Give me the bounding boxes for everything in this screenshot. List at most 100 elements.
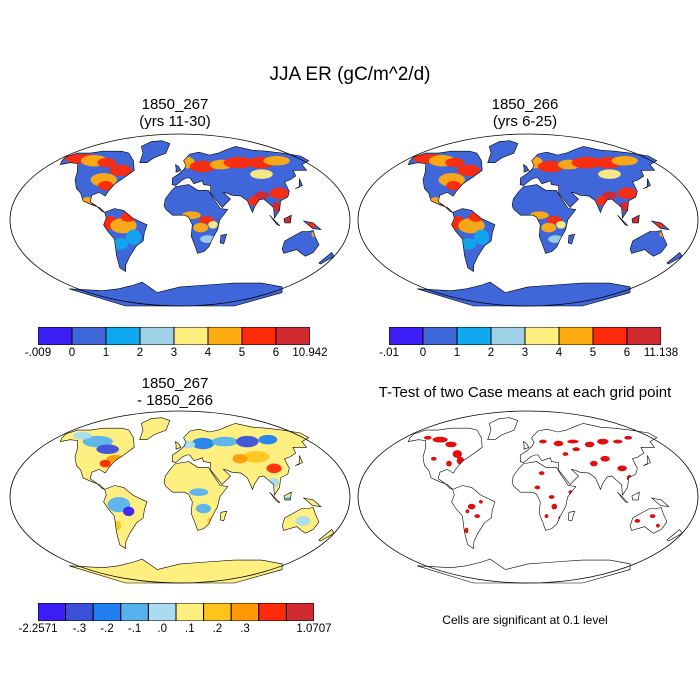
coastline-indonesia1 (617, 214, 629, 226)
significance-note: Cells are significant at 0.1 level (442, 613, 608, 627)
colorbar-2-labels: -.01 0 1 2 3 4 5 6 11.138 (379, 347, 678, 363)
colorbar-1-tick-label: 3 (170, 347, 178, 359)
colorbar-2-swatch (456, 327, 492, 345)
coastline-australia (629, 507, 668, 534)
coastline-greenland (487, 417, 519, 440)
coastline-africa (511, 461, 577, 531)
colorbar-2-swatch (592, 327, 628, 345)
colorbar-1-tick-label: 4 (204, 347, 212, 359)
colorbar-2-tick-label: 3 (521, 347, 529, 359)
colorbar-1-tick-label: 2 (136, 347, 144, 359)
colorbar-3-tick-label: 1.0707 (296, 623, 332, 635)
data-region (269, 187, 289, 199)
data-region (99, 459, 112, 468)
colorbar-3-swatch (92, 603, 122, 621)
data-region (445, 157, 465, 168)
coastline-antarctica (69, 558, 283, 584)
colorbar-3-swatch (175, 603, 205, 621)
data-region (611, 155, 638, 166)
coastline-antarctica (69, 281, 283, 307)
data-region (126, 229, 142, 245)
coastline-madagascar (567, 510, 576, 522)
data-region (548, 495, 555, 499)
data-region (110, 218, 137, 234)
map-boundary (9, 133, 351, 307)
coastline-africa (163, 184, 229, 254)
data-region (474, 514, 481, 519)
coastline-northamerica (407, 150, 483, 213)
data-region (584, 441, 595, 448)
data-region (467, 503, 476, 510)
coastline-indonesia1 (617, 491, 629, 503)
colorbar-2-swatch (558, 327, 594, 345)
coastline-madagascar (567, 233, 576, 245)
coastline-africa (511, 184, 577, 254)
colorbar-1-swatch (275, 327, 310, 345)
coastline-greenland (139, 140, 171, 163)
data-region (189, 160, 217, 173)
colorbar-3 (38, 603, 314, 621)
colorbar-2-tick-label: 6 (623, 347, 631, 359)
colorbar-3-swatch (258, 603, 287, 621)
colorbar-1-swatch (38, 327, 73, 345)
coastline-indonesia1 (269, 491, 281, 503)
colorbar-3-swatch (230, 603, 260, 621)
data-region (446, 180, 462, 191)
colorbar-3-tick-label: .0 (157, 623, 167, 635)
colorbar-1-tick-label: 10.942 (292, 347, 328, 359)
coastline-newguinea (650, 220, 670, 231)
colorbar-2-swatch (422, 327, 458, 345)
data-region (82, 435, 113, 448)
coastline-indonesia2 (631, 491, 640, 501)
colorbar-1 (38, 327, 310, 345)
data-region (430, 456, 437, 461)
coastline-uk (523, 163, 530, 173)
colorbar-2-tick-label: 2 (487, 347, 495, 359)
colorbar-1-swatch (105, 327, 141, 345)
panel-3-title-line1: 1850_267 (141, 375, 209, 392)
map-boundary (357, 133, 699, 307)
coastline-newzealand (318, 529, 335, 542)
panel-2-title-line1: 1850_266 (491, 96, 559, 113)
coastline-antarctica (417, 558, 631, 584)
coastline-indonesia2 (283, 214, 292, 224)
data-region (250, 169, 273, 179)
data-region (478, 499, 483, 504)
data-region (572, 447, 580, 452)
coastline-australia (629, 230, 668, 257)
data-region (617, 465, 627, 472)
colorbar-1-tick-label: 5 (238, 347, 246, 359)
colorbar-2-tick-label: 11.138 (643, 347, 679, 359)
data-region (634, 518, 641, 523)
coastline-newzealand (666, 252, 683, 265)
colorbar-3-tick-label: -.1 (127, 623, 142, 635)
panel-2-title: 1850_266 (yrs 6-25) (400, 96, 650, 130)
coastline-japan (642, 454, 651, 466)
data-region (263, 155, 290, 166)
colorbar-3-swatch (65, 603, 94, 621)
coastline-newguinea (650, 497, 670, 508)
data-region (123, 506, 135, 517)
data-region (432, 436, 448, 443)
data-region (446, 460, 452, 467)
colorbar-1-tick-label: -.009 (24, 347, 52, 359)
coastline-southamerica (451, 485, 496, 550)
data-region (656, 523, 660, 528)
colorbar-2-swatch (389, 327, 424, 345)
colorbar-2-swatch (524, 327, 560, 345)
coastline-indonesia2 (631, 214, 640, 224)
data-region (613, 439, 623, 444)
map-panel-3 (9, 410, 351, 584)
coastline-southamerica (103, 485, 148, 550)
data-region (424, 435, 432, 440)
coastline-southamerica (103, 208, 148, 273)
data-region (193, 222, 209, 233)
colorbar-3-tick-label: -.2 (100, 623, 114, 635)
coastline-greenland (139, 417, 171, 440)
data-region (539, 439, 547, 444)
data-region (254, 191, 270, 199)
colorbar-1-swatch (173, 327, 209, 345)
map-panel-2 (357, 133, 699, 307)
coastline-newguinea (302, 497, 322, 508)
colorbar-3-tick-label: -.3 (72, 623, 87, 635)
